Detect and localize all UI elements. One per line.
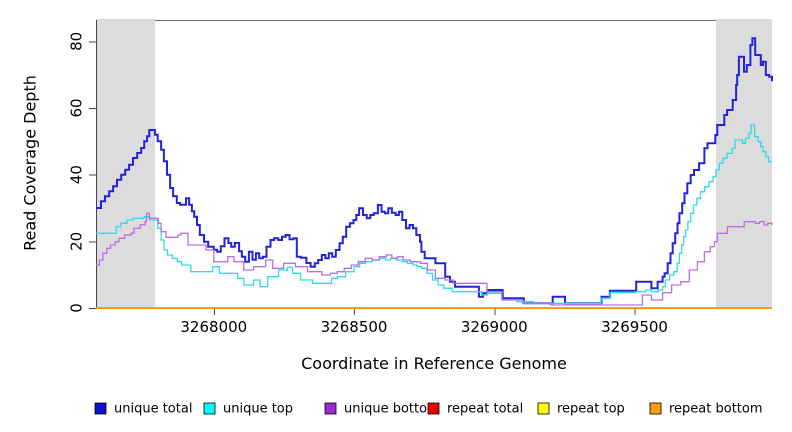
legend-swatch-unique-total (94, 402, 107, 415)
x-axis-title: Coordinate in Reference Genome (301, 354, 567, 373)
x-tick-label: 3269000 (461, 318, 528, 336)
legend-label-repeat-top: repeat top (557, 402, 625, 417)
legend-label-repeat-bottom: repeat bottom (669, 402, 763, 417)
legend-swatch-repeat-top (537, 402, 550, 415)
y-tick-label: 20 (68, 232, 86, 251)
legend-swatch-repeat-bottom (649, 402, 662, 415)
legend-swatch-unique-bottom (324, 402, 337, 415)
x-tick-label: 3268000 (180, 318, 247, 336)
series-line-unique-total (96, 37, 773, 305)
y-tick-label: 0 (68, 303, 86, 313)
y-tick-label: 40 (68, 165, 86, 184)
y-axis-title: Read Coverage Depth (20, 75, 40, 251)
legend-label-repeat-total: repeat total (447, 402, 523, 417)
series-line-unique-top (96, 124, 772, 304)
y-tick-label: 80 (68, 32, 86, 51)
x-tick-label: 3269500 (601, 318, 668, 336)
legend-label-unique-top: unique top (223, 402, 293, 417)
y-tick-label: 60 (68, 98, 86, 117)
legend-label-unique-total: unique total (114, 402, 192, 417)
x-tick-label: 3268500 (321, 318, 388, 336)
legend-swatch-repeat-total (427, 402, 440, 415)
legend-label-unique-bottom: unique bottom (344, 402, 440, 417)
series-line-unique-bottom (96, 212, 773, 306)
legend-swatch-unique-top (203, 402, 216, 415)
left-repeat-region (96, 19, 155, 308)
